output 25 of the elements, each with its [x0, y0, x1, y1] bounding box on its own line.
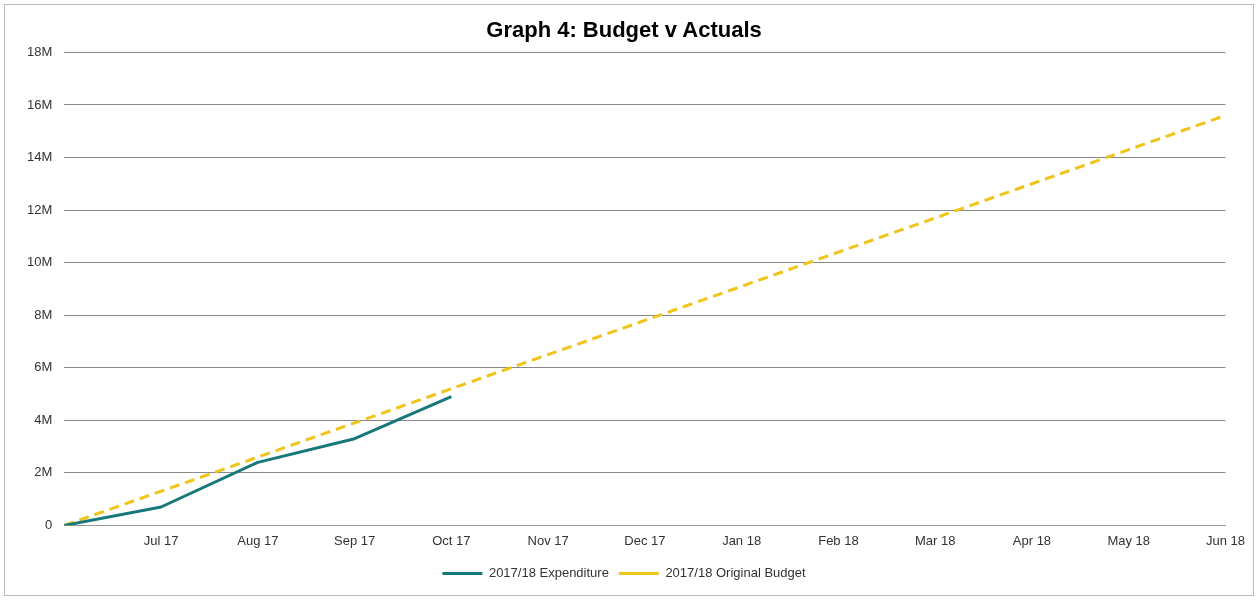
- x-tick-label: Apr 18: [1012, 532, 1052, 548]
- y-tick-label: 18M: [26, 43, 53, 59]
- x-tick-label: May 18: [1107, 532, 1151, 548]
- x-tick-label: Jan 18: [722, 532, 762, 548]
- x-tick-label: Mar 18: [914, 532, 956, 548]
- y-tick-label: 8M: [34, 306, 53, 322]
- x-tick-label: Dec 17: [624, 532, 666, 548]
- y-tick-label: 0: [45, 516, 53, 532]
- y-tick-label: 16M: [26, 96, 53, 112]
- x-tick-label: Nov 17: [527, 532, 569, 548]
- y-tick-label: 6M: [34, 359, 53, 375]
- y-tick-label: 4M: [34, 411, 53, 427]
- chart-title: Graph 4: Budget v Actuals: [486, 17, 762, 43]
- x-tick-label: Aug 17: [237, 532, 279, 548]
- x-tick-label: Sep 17: [333, 532, 376, 548]
- x-tick-label: Feb 18: [818, 532, 859, 548]
- x-tick-label: Jul 17: [143, 532, 179, 548]
- x-tick-label: Oct 17: [432, 532, 471, 548]
- y-tick-label: 14M: [26, 149, 53, 165]
- y-tick-label: 10M: [26, 254, 53, 270]
- x-tick-label: Jun 18: [1205, 532, 1246, 548]
- legend-label: 2017/18 Original Budget: [665, 565, 806, 581]
- legend-label: 2017/18 Expenditure: [488, 565, 609, 581]
- y-tick-label: 12M: [26, 201, 53, 217]
- y-tick-label: 2M: [34, 464, 53, 480]
